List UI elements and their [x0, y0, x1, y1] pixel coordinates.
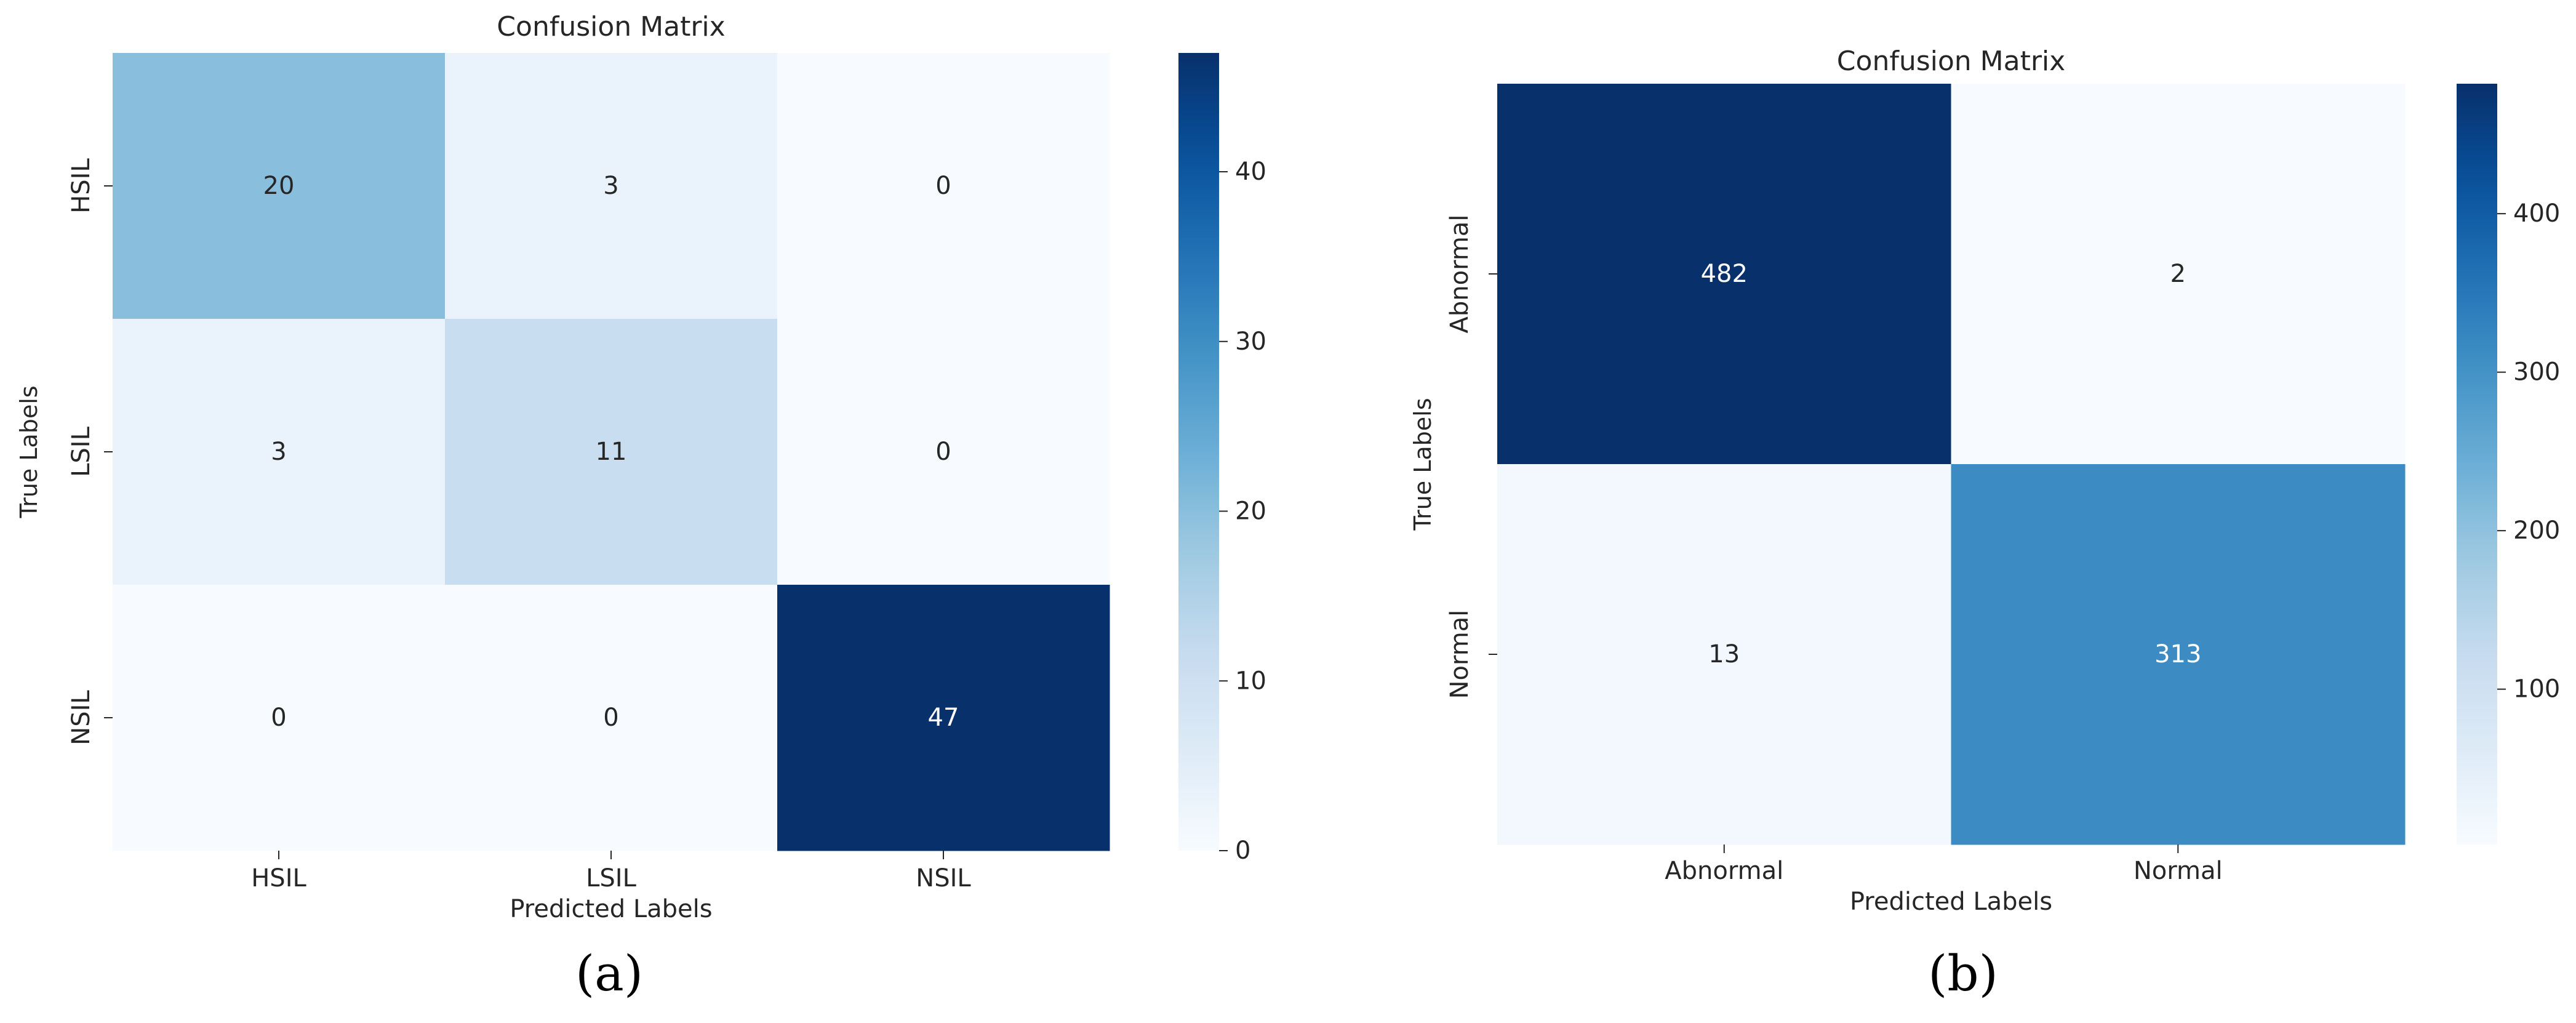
- heatmap-cell: [1951, 464, 2406, 845]
- colorbar-tick-label: 100: [2513, 675, 2560, 704]
- cell-value-label: 11: [596, 438, 627, 466]
- y-axis-label: True Labels: [15, 385, 42, 518]
- heatmap-cell: [1951, 84, 2406, 465]
- cell-value-label: 0: [603, 704, 618, 732]
- heatmap-cell: [777, 319, 1110, 585]
- cell-value-label: 13: [1708, 640, 1740, 668]
- heatmap-cell: [113, 53, 446, 319]
- cell-value-label: 20: [263, 172, 295, 200]
- confusion-matrix-b: 482 2 13 313 Confusion Matrix Abnormal Normal P…: [1409, 46, 2560, 916]
- y-axis-label: True Labels: [1409, 398, 1436, 531]
- x-tick-label: Normal: [2134, 857, 2223, 885]
- heatmap-cell: [1497, 84, 1951, 465]
- colorbar-tick-label: 20: [1235, 497, 1266, 526]
- cell-value-label: 3: [603, 172, 618, 200]
- heatmap-cell: [445, 585, 778, 851]
- heatmap-cell: [1497, 464, 1951, 845]
- colorbar-tick-label: 40: [1235, 158, 1266, 186]
- cell-value-label: 0: [271, 704, 286, 732]
- colorbar-tick-label: 400: [2513, 199, 2560, 228]
- heatmap-cell: [113, 585, 446, 851]
- cell-value-label: 47: [928, 704, 959, 732]
- x-tick-label: Abnormal: [1665, 857, 1783, 885]
- cell-value-label: 482: [1701, 260, 1748, 288]
- heatmap-cell: [777, 585, 1110, 851]
- x-tick-label: LSIL: [586, 864, 636, 893]
- y-tick-label: HSIL: [67, 158, 95, 214]
- colorbar-tick-label: 10: [1235, 667, 1266, 695]
- y-tick-label: LSIL: [67, 426, 95, 476]
- cell-value-label: 2: [2170, 260, 2186, 288]
- chart-title: Confusion Matrix: [497, 11, 725, 42]
- colorbar-tick-label: 30: [1235, 327, 1266, 356]
- x-axis-label: Predicted Labels: [510, 895, 712, 923]
- y-tick-label: Abnormal: [1446, 215, 1474, 334]
- cell-value-label: 3: [271, 438, 286, 466]
- x-axis-label: Predicted Labels: [1850, 888, 2052, 916]
- y-tick-label: NSIL: [67, 690, 95, 745]
- heatmap-cell: [113, 319, 446, 585]
- heatmap-cell: [445, 53, 778, 319]
- cell-value-label: 0: [935, 438, 951, 466]
- x-tick-label: NSIL: [916, 864, 971, 893]
- colorbar-tick-label: 300: [2513, 358, 2560, 387]
- colorbar: [1178, 53, 1219, 851]
- colorbar-tick-label: 0: [1235, 836, 1250, 865]
- heatmap-cell: [777, 53, 1110, 319]
- cell-value-label: 0: [935, 172, 951, 200]
- colorbar-tick-label: 200: [2513, 516, 2560, 545]
- heatmap-cell: [445, 319, 778, 585]
- y-tick-label: Normal: [1446, 610, 1474, 699]
- colorbar: [2457, 84, 2497, 844]
- x-tick-label: HSIL: [251, 864, 306, 893]
- cell-value-label: 313: [2154, 640, 2201, 668]
- chart-title: Confusion Matrix: [1837, 46, 2065, 77]
- panel-b-label: (b): [1928, 945, 1998, 1002]
- panel-a-label: (a): [575, 945, 644, 1002]
